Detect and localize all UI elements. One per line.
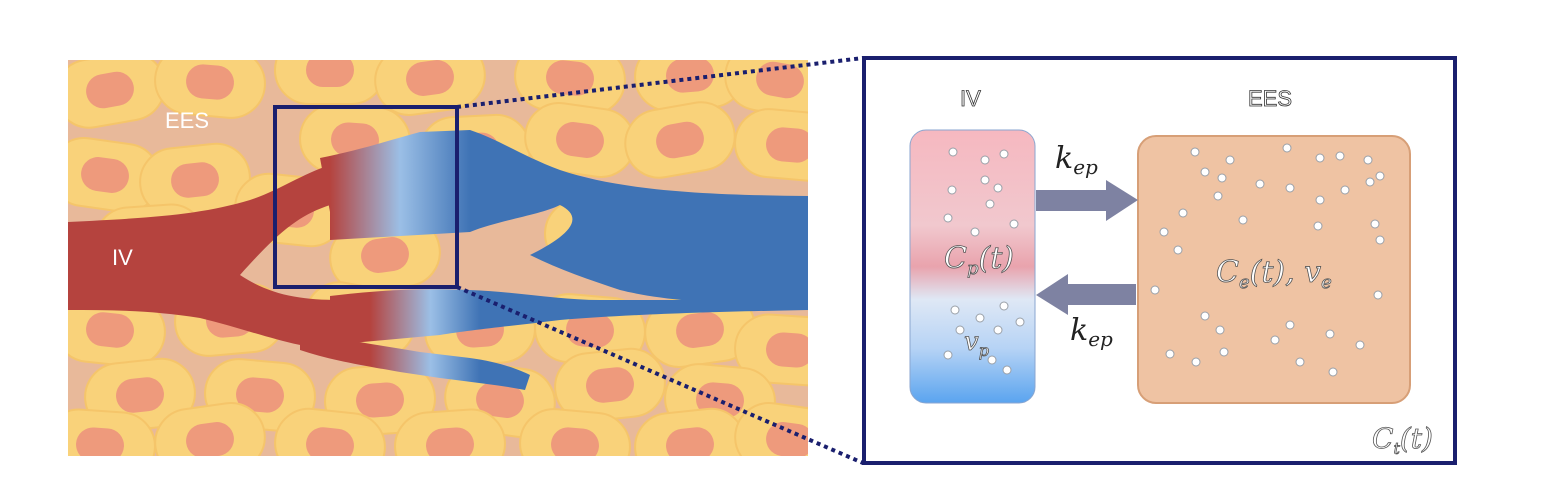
arrow-ees-to-iv	[1036, 274, 1136, 315]
tracer-particle	[950, 305, 960, 315]
total-concentration-label: Ct(t)	[1372, 422, 1433, 458]
cell	[394, 408, 506, 456]
zoom-connector-bottom	[456, 285, 864, 465]
cell	[734, 108, 808, 182]
ees-tracer-particles	[1150, 143, 1385, 377]
tissue-illustration: EES IV	[68, 60, 808, 456]
cell	[624, 101, 736, 179]
tracer-particle	[1285, 320, 1295, 330]
tracer-particle	[1219, 347, 1229, 357]
tracer-particle	[985, 199, 995, 209]
tracer-particle	[980, 175, 990, 185]
tracer-particle	[1355, 340, 1365, 350]
tracer-particle	[1313, 221, 1323, 231]
tracer-particle	[1200, 311, 1210, 321]
cell	[374, 60, 486, 116]
tracer-particle	[980, 155, 990, 165]
cell	[634, 407, 746, 456]
tracer-particle	[1335, 151, 1345, 161]
cell	[68, 408, 156, 456]
iv-compartment	[909, 129, 1036, 404]
iv-volume-label: vp	[964, 327, 989, 360]
iv-compartment-title: IV	[960, 86, 981, 111]
tracer-particle	[1165, 349, 1175, 359]
tracer-particle	[948, 147, 958, 157]
tracer-particle	[999, 301, 1009, 311]
tracer-particle	[1225, 155, 1235, 165]
tracer-particle	[1295, 357, 1305, 367]
ees-compartment-title: EES	[1248, 86, 1292, 111]
tracer-particle	[1270, 335, 1280, 345]
tracer-particle	[1191, 357, 1201, 367]
tracer-particle	[955, 325, 965, 335]
tracer-particle	[1215, 325, 1225, 335]
vessel-branch-lower	[330, 289, 808, 345]
cell	[519, 408, 631, 456]
tracer-particle	[1009, 219, 1019, 229]
tracer-particle	[947, 185, 957, 195]
cell	[274, 60, 386, 105]
tracer-particle	[1340, 185, 1350, 195]
cell	[68, 60, 166, 129]
cell	[154, 402, 266, 456]
rate-in-label: kep	[1055, 141, 1098, 179]
tracer-particle	[1328, 367, 1338, 377]
tissue-ees-label: EES	[165, 108, 209, 133]
rate-out-label: kep	[1070, 313, 1113, 351]
tracer-particle	[993, 325, 1003, 335]
tracer-particle	[1325, 329, 1335, 339]
tracer-particle	[1150, 285, 1160, 295]
tracer-particle	[987, 355, 997, 365]
tracer-particle	[1375, 171, 1385, 181]
vessel-branch-upper	[320, 130, 808, 305]
vessel-branch-middle	[330, 199, 560, 240]
tracer-particle	[1015, 317, 1025, 327]
tracer-particle	[1178, 208, 1188, 218]
zoom-region-box	[273, 105, 459, 289]
cell	[274, 407, 386, 456]
tracer-particle	[1365, 177, 1375, 187]
tracer-particle	[1370, 219, 1380, 229]
tracer-particle	[970, 227, 980, 237]
tracer-particle	[1285, 183, 1295, 193]
tracer-particle	[943, 350, 953, 360]
tracer-particle	[1173, 245, 1183, 255]
tracer-particle	[1363, 155, 1373, 165]
tracer-particle	[1375, 235, 1385, 245]
tracer-particle	[1159, 227, 1169, 237]
tracer-particle	[999, 149, 1009, 159]
tracer-particle	[975, 313, 985, 323]
cell	[524, 102, 636, 178]
artery-trunk	[68, 165, 340, 350]
tracer-particle	[943, 213, 953, 223]
arrow-iv-to-ees	[1036, 180, 1138, 221]
tracer-particle	[993, 183, 1003, 193]
tracer-particle	[1213, 191, 1223, 201]
iv-tracer-particles	[943, 147, 1025, 375]
tracer-particle	[1238, 215, 1248, 225]
vessel-network	[68, 130, 808, 390]
tracer-particle	[1373, 290, 1383, 300]
tracer-particle	[1190, 147, 1200, 157]
vessel-branch-bottom	[300, 330, 530, 390]
cell	[734, 402, 808, 456]
ees-compartment	[1137, 135, 1411, 404]
cell	[734, 313, 808, 387]
cell	[154, 60, 266, 119]
ees-concentration-label: Ce(t), ve	[1216, 255, 1332, 293]
tracer-particle	[1255, 179, 1265, 189]
tracer-particle	[1217, 173, 1227, 183]
tracer-particle	[1315, 153, 1325, 163]
tracer-particle	[1315, 195, 1325, 205]
tracer-particle	[1282, 143, 1292, 153]
tracer-particle	[1002, 365, 1012, 375]
tissue-iv-label: IV	[112, 245, 133, 270]
iv-concentration-label: Cp(t)	[944, 241, 1014, 279]
tracer-particle	[1200, 167, 1210, 177]
